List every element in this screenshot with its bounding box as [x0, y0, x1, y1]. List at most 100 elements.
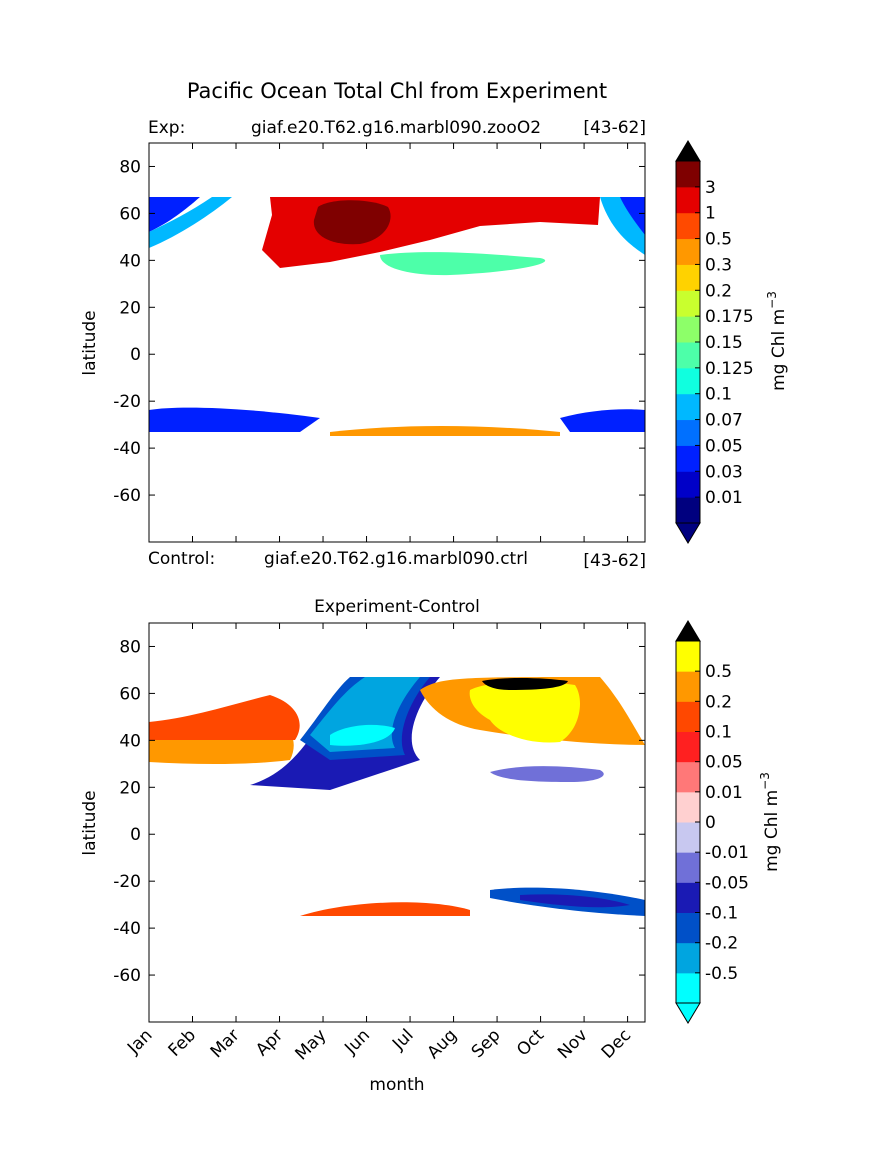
colorbar-tick-label: 0.05 — [705, 436, 743, 456]
colorbar-tick-label: 0.5 — [705, 230, 732, 250]
colorbar-tick-label: 0.07 — [705, 411, 743, 431]
colorbar-swatch — [676, 238, 700, 265]
ytick-label: 60 — [119, 684, 141, 704]
bottom-ylabel: latitude — [80, 790, 100, 855]
colorbar-swatch — [676, 367, 700, 395]
top-exp-case: giaf.e20.T62.g16.marbl090.zooO2 — [251, 118, 541, 138]
top-control-years: [43-62] — [583, 551, 646, 571]
bot-south-neg-east2 — [520, 894, 630, 908]
top-north-edge-west — [149, 197, 200, 232]
bottom-heatmap — [149, 677, 645, 916]
ytick-label: -40 — [113, 439, 141, 459]
ytick-label: 60 — [119, 204, 141, 224]
ytick-label: 40 — [119, 731, 141, 751]
top-heatmap — [149, 197, 645, 436]
colorbar-swatch — [676, 316, 700, 343]
colorbar-tick-label: 0.03 — [705, 462, 743, 482]
top-north-edge-east2 — [620, 197, 645, 235]
colorbar-tick-label: 0 — [705, 813, 716, 833]
colorbar-tick-label: -0.1 — [705, 904, 738, 924]
colorbar-swatch — [676, 445, 700, 472]
colorbar-tick-label: 3 — [705, 178, 716, 198]
colorbar-tick-label: 0.1 — [705, 385, 732, 405]
colorbar-swatch — [676, 731, 700, 763]
xtick-label: Jun — [340, 1025, 374, 1059]
xtick-label: Nov — [554, 1025, 592, 1063]
colorbar-extend-high — [675, 140, 701, 162]
colorbar-tick-label: 0.01 — [705, 488, 743, 508]
bottom-colorbar: -0.5 -0.2 -0.1 -0.05 -0.01 0 0.01 0.05 0.1 0.2 0.5 — [675, 620, 749, 1024]
colorbar-tick-label: 0.5 — [705, 662, 732, 682]
colorbar-swatch — [676, 419, 700, 446]
colorbar-swatch — [676, 393, 700, 421]
colorbar-extend-low — [675, 522, 701, 544]
top-colorbar-label: mg Chl m−3 — [765, 291, 789, 391]
colorbar-tick-label: 1 — [705, 204, 716, 224]
colorbar-tick-label: 0.175 — [705, 307, 754, 327]
bot-fall-yellow — [469, 681, 580, 743]
colorbar-swatch — [676, 186, 700, 214]
colorbar-swatch — [676, 671, 700, 702]
ytick-label: 0 — [130, 345, 141, 365]
ytick-label: 20 — [119, 298, 141, 318]
xtick-label: Sep — [468, 1025, 505, 1062]
colorbar-swatch — [676, 942, 700, 974]
ytick-label: -20 — [113, 392, 141, 412]
bot-sep-lavender — [490, 766, 604, 782]
colorbar-swatch — [676, 882, 700, 913]
colorbar-swatch — [676, 212, 700, 240]
xtick-label: Aug — [423, 1025, 461, 1063]
xtick-label: Feb — [165, 1025, 200, 1060]
colorbar-swatch — [676, 161, 700, 188]
colorbar-swatch — [676, 761, 700, 793]
top-north-edge-west2 — [149, 197, 232, 248]
colorbar-swatch — [676, 822, 700, 853]
colorbar-swatch — [676, 701, 700, 732]
colorbar-swatch — [676, 290, 700, 317]
colorbar-swatch — [676, 972, 700, 1004]
colorbar-extend-low — [675, 1002, 701, 1024]
top-mid-green — [380, 252, 546, 276]
bot-west-pos2 — [149, 695, 300, 740]
xtick-label: Mar — [207, 1025, 244, 1062]
top-colorbar: 0.01 0.03 0.05 0.07 0.1 0.125 0.15 0.175 0.2 0.3 0… — [675, 140, 754, 544]
ytick-label: 40 — [119, 251, 141, 271]
top-exp-years: [43-62] — [583, 118, 646, 138]
colorbar-tick-label: 0.1 — [705, 723, 732, 743]
colorbar-swatch — [676, 471, 700, 498]
top-exp-label: Exp: — [148, 118, 185, 138]
colorbar-tick-label: -0.01 — [705, 843, 749, 863]
bottom-colorbar-label: mg Chl m−3 — [758, 772, 782, 872]
top-yaxis: 80 60 40 20 0 -20 -40 -60 — [113, 157, 645, 506]
ytick-label: 80 — [119, 637, 141, 657]
top-panel: Exp: giaf.e20.T62.g16.marbl090.zooO2 [43… — [80, 118, 789, 571]
ytick-label: -40 — [113, 919, 141, 939]
colorbar-tick-label: -0.2 — [705, 934, 738, 954]
colorbar-tick-label: 0.01 — [705, 783, 743, 803]
xtick-label: Dec — [598, 1025, 635, 1062]
colorbar-tick-label: 0.3 — [705, 255, 732, 275]
xtick-label: Jul — [388, 1025, 417, 1054]
top-control-case: giaf.e20.T62.g16.marbl090.ctrl — [264, 549, 528, 569]
figure-title: Pacific Ocean Total Chl from Experiment — [187, 79, 607, 103]
ytick-label: -20 — [113, 872, 141, 892]
bottom-title: Experiment-Control — [314, 597, 480, 617]
top-south-gyre-east — [560, 409, 645, 432]
colorbar-swatch — [676, 791, 700, 823]
bottom-xlabel: month — [369, 1075, 424, 1095]
top-blob-north-max — [313, 200, 391, 245]
ytick-label: 80 — [119, 157, 141, 177]
ytick-label: 0 — [130, 825, 141, 845]
bottom-yaxis: 80 60 40 20 0 -20 -40 -60 — [113, 637, 645, 986]
colorbar-swatch — [676, 641, 700, 672]
bottom-axes-frame — [148, 622, 646, 1023]
ytick-label: -60 — [113, 966, 141, 986]
xtick-label: Oct — [513, 1025, 548, 1060]
colorbar-swatch — [676, 912, 700, 944]
ytick-label: -60 — [113, 486, 141, 506]
top-south-edge — [330, 426, 560, 436]
ytick-label: 20 — [119, 778, 141, 798]
top-axes-frame — [148, 142, 646, 543]
colorbar-swatch — [676, 497, 700, 524]
